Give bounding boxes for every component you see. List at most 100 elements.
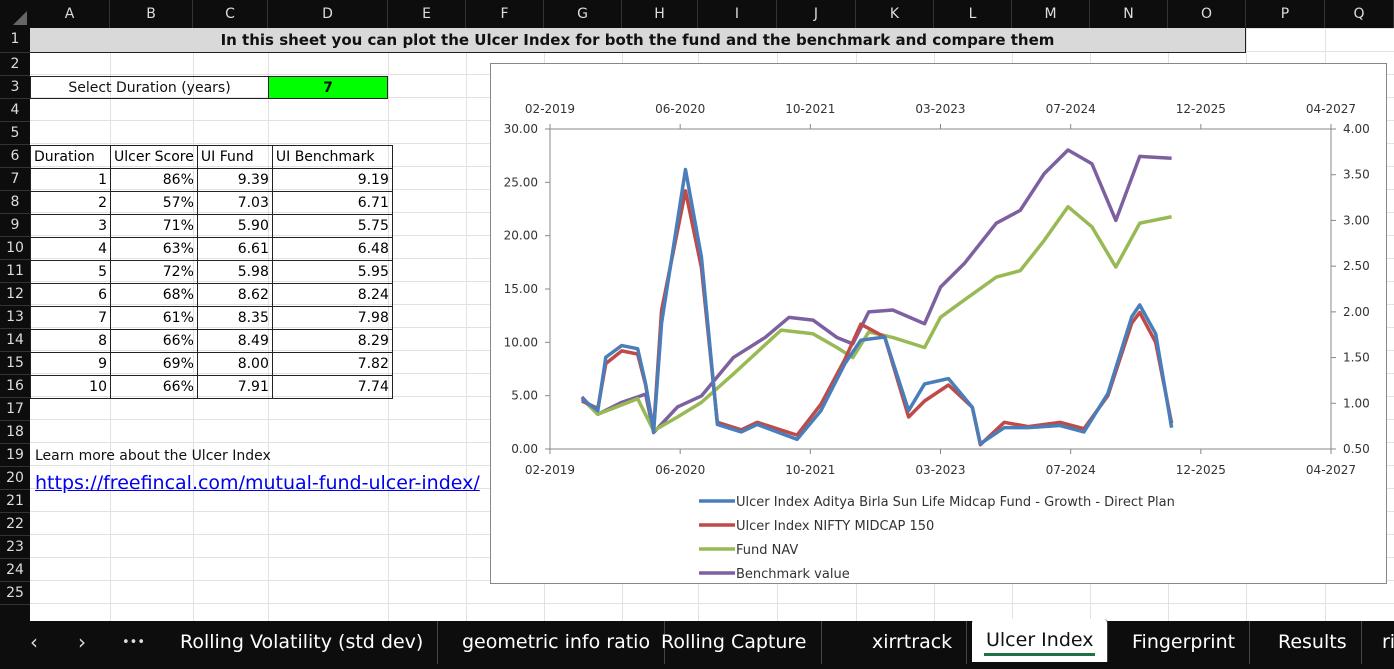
sheet-title[interactable]: In this sheet you can plot the Ulcer Ind… xyxy=(30,28,1246,53)
sheet-tab-ri[interactable]: ri xyxy=(1368,621,1394,664)
sheet-tab-xirrtrack[interactable]: xirrtrack xyxy=(858,621,968,664)
column-header-P[interactable]: P xyxy=(1246,0,1325,28)
column-header-J[interactable]: J xyxy=(777,0,856,28)
table-cell[interactable]: 8.00 xyxy=(196,352,273,376)
table-cell[interactable]: 5.90 xyxy=(196,214,273,238)
table-cell[interactable]: 5.75 xyxy=(271,214,393,238)
row-header-13[interactable]: 13 xyxy=(0,306,30,329)
table-cell[interactable]: 8 xyxy=(30,329,111,353)
sheet-tab-rolling-capture[interactable]: Rolling Capture xyxy=(647,621,822,664)
ulcer-index-link[interactable]: https://freefincal.com/mutual-fund-ulcer… xyxy=(35,472,480,494)
row-header-5[interactable]: 5 xyxy=(0,122,30,145)
column-header-O[interactable]: O xyxy=(1168,0,1246,28)
row-header-15[interactable]: 15 xyxy=(0,352,30,375)
next-sheet-icon[interactable]: › xyxy=(78,630,86,654)
row-header-3[interactable]: 3 xyxy=(0,76,30,99)
row-header-23[interactable]: 23 xyxy=(0,536,30,559)
table-cell[interactable]: 69% xyxy=(110,352,198,376)
row-header-1[interactable]: 1 xyxy=(0,28,30,53)
more-sheets-icon[interactable]: ••• xyxy=(122,635,146,650)
row-header-19[interactable]: 19 xyxy=(0,444,30,467)
select-all-button[interactable] xyxy=(0,0,30,28)
sheet-tab-ulcer-index[interactable]: Ulcer Index xyxy=(972,619,1109,662)
table-cell[interactable]: 9.19 xyxy=(271,168,393,192)
table-cell[interactable]: 3 xyxy=(30,214,111,238)
row-header-12[interactable]: 12 xyxy=(0,283,30,306)
table-cell[interactable]: 6.61 xyxy=(196,237,273,261)
table-cell[interactable]: 9 xyxy=(30,352,111,376)
column-header-Q[interactable]: Q xyxy=(1325,0,1394,28)
table-cell[interactable]: 66% xyxy=(110,375,198,399)
table-cell[interactable]: 61% xyxy=(110,306,198,330)
column-header-K[interactable]: K xyxy=(856,0,934,28)
table-cell[interactable]: 8.29 xyxy=(271,329,393,353)
row-header-17[interactable]: 17 xyxy=(0,398,30,421)
sheet-tab-fingerprint[interactable]: Fingerprint xyxy=(1118,621,1251,664)
table-cell[interactable]: 4 xyxy=(30,237,111,261)
table-cell[interactable]: 57% xyxy=(110,191,198,215)
table-cell[interactable]: 9.39 xyxy=(196,168,273,192)
column-header-D[interactable]: D xyxy=(268,0,388,28)
column-header-C[interactable]: C xyxy=(193,0,268,28)
table-cell[interactable]: 72% xyxy=(110,260,198,284)
ulcer-index-chart[interactable]: 02-2019 02-2019 06-2020 06-2020 10-2021 10-20… xyxy=(490,63,1387,584)
table-cell[interactable]: 6.71 xyxy=(271,191,393,215)
table-cell[interactable]: 10 xyxy=(30,375,111,399)
row-header-20[interactable]: 20 xyxy=(0,467,30,490)
row-header-2[interactable]: 2 xyxy=(0,53,30,76)
sheet-tab-geometric-info-ratio[interactable]: geometric info ratio xyxy=(448,621,666,664)
table-cell[interactable]: 7.82 xyxy=(271,352,393,376)
row-header-14[interactable]: 14 xyxy=(0,329,30,352)
table-cell[interactable]: 8.49 xyxy=(196,329,273,353)
table-cell[interactable]: 8.35 xyxy=(196,306,273,330)
table-cell[interactable]: 7.91 xyxy=(196,375,273,399)
sheet-tab-rolling-volatility-std-dev[interactable]: Rolling Volatility (std dev) xyxy=(166,621,439,664)
row-header-16[interactable]: 16 xyxy=(0,375,30,398)
table-cell[interactable]: 2 xyxy=(30,191,111,215)
table-cell[interactable]: 5.95 xyxy=(271,260,393,284)
column-header-E[interactable]: E xyxy=(388,0,466,28)
table-cell[interactable]: 7.74 xyxy=(271,375,393,399)
row-header-22[interactable]: 22 xyxy=(0,513,30,536)
row-header-25[interactable]: 25 xyxy=(0,582,30,605)
column-header-B[interactable]: B xyxy=(110,0,193,28)
table-cell[interactable]: 1 xyxy=(30,168,111,192)
table-cell[interactable]: 8.62 xyxy=(196,283,273,307)
row-header-4[interactable]: 4 xyxy=(0,99,30,122)
table-header[interactable]: Ulcer Score xyxy=(110,145,198,169)
table-header[interactable]: UI Benchmark xyxy=(271,145,393,169)
row-header-11[interactable]: 11 xyxy=(0,260,30,283)
table-header[interactable]: UI Fund xyxy=(196,145,273,169)
table-cell[interactable]: 5.98 xyxy=(196,260,273,284)
table-cell[interactable]: 6 xyxy=(30,283,111,307)
column-header-I[interactable]: I xyxy=(698,0,777,28)
row-header-18[interactable]: 18 xyxy=(0,421,30,444)
column-header-H[interactable]: H xyxy=(622,0,698,28)
column-header-G[interactable]: G xyxy=(544,0,622,28)
table-cell[interactable]: 7.03 xyxy=(196,191,273,215)
table-cell[interactable]: 63% xyxy=(110,237,198,261)
table-header[interactable]: Duration xyxy=(30,145,111,169)
table-cell[interactable]: 7 xyxy=(30,306,111,330)
column-header-N[interactable]: N xyxy=(1090,0,1168,28)
table-cell[interactable]: 7.98 xyxy=(271,306,393,330)
column-header-F[interactable]: F xyxy=(466,0,544,28)
prev-sheet-icon[interactable]: ‹ xyxy=(30,630,38,654)
table-cell[interactable]: 5 xyxy=(30,260,111,284)
row-header-7[interactable]: 7 xyxy=(0,168,30,191)
column-header-A[interactable]: A xyxy=(30,0,110,28)
table-cell[interactable]: 66% xyxy=(110,329,198,353)
table-cell[interactable]: 71% xyxy=(110,214,198,238)
table-cell[interactable]: 86% xyxy=(110,168,198,192)
table-cell[interactable]: 68% xyxy=(110,283,198,307)
duration-input[interactable]: 7 xyxy=(268,76,388,99)
table-cell[interactable]: 8.24 xyxy=(271,283,393,307)
row-header-10[interactable]: 10 xyxy=(0,237,30,260)
row-header-24[interactable]: 24 xyxy=(0,559,30,582)
sheet-tab-results[interactable]: Results xyxy=(1264,621,1362,664)
row-header-21[interactable]: 21 xyxy=(0,490,30,513)
column-header-L[interactable]: L xyxy=(934,0,1012,28)
column-header-M[interactable]: M xyxy=(1012,0,1090,28)
row-header-6[interactable]: 6 xyxy=(0,145,30,168)
table-cell[interactable]: 6.48 xyxy=(271,237,393,261)
